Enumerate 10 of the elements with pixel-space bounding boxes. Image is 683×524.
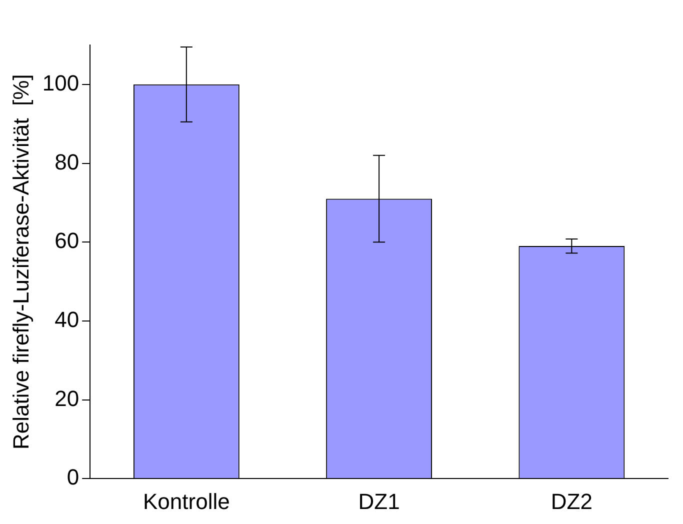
y-tick-label: 20 bbox=[54, 386, 80, 411]
y-tick-label: 60 bbox=[54, 228, 80, 254]
y-axis-title: Relative firefly-Luziferase-Aktivität [%] bbox=[8, 74, 34, 450]
x-tick-label: DZ1 bbox=[358, 488, 400, 514]
y-tick-label: 0 bbox=[66, 464, 80, 490]
x-tick-label: DZ2 bbox=[550, 488, 592, 514]
y-tick-label: 100 bbox=[42, 70, 80, 96]
x-tick-label: Kontrolle bbox=[143, 488, 230, 514]
y-tick-label: 80 bbox=[54, 149, 80, 174]
y-tick-label: 40 bbox=[54, 306, 80, 332]
